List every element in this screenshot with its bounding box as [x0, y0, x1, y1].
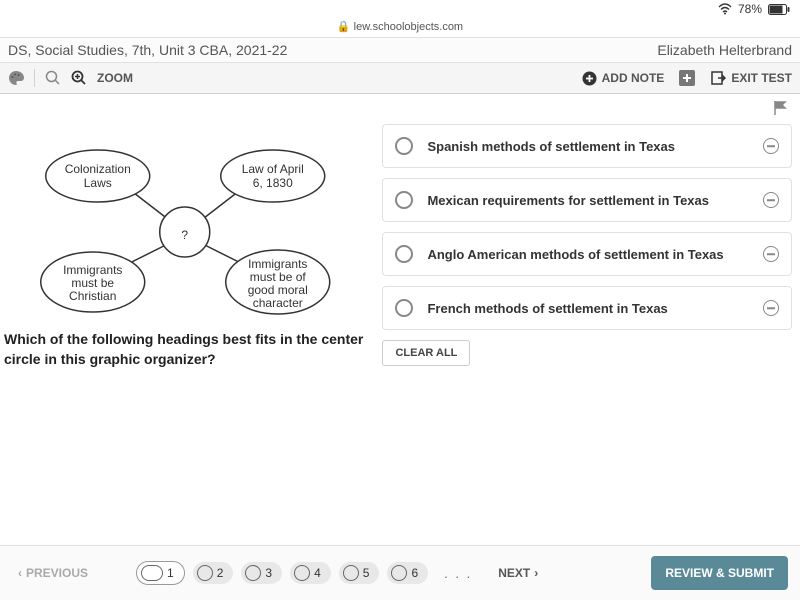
exit-test-button[interactable]: EXIT TEST	[710, 70, 792, 86]
option-label: Anglo American methods of settlement in …	[427, 247, 749, 262]
svg-text:Law of April: Law of April	[242, 162, 304, 176]
flag-row	[0, 94, 800, 116]
note-add-icon[interactable]	[678, 69, 696, 87]
plus-circle-icon	[582, 71, 597, 86]
svg-text:character: character	[253, 296, 303, 310]
svg-text:6, 1830: 6, 1830	[253, 176, 293, 190]
chevron-left-icon: ‹	[18, 566, 22, 580]
radio-icon[interactable]	[395, 137, 413, 155]
page-2[interactable]: 2	[193, 562, 234, 584]
strike-icon[interactable]	[763, 192, 779, 208]
add-note-label: ADD NOTE	[602, 71, 665, 85]
exit-icon	[710, 70, 726, 86]
flag-icon[interactable]	[772, 94, 796, 116]
toolbar: ZOOM ADD NOTE EXIT TEST	[0, 62, 800, 94]
zoom-out-icon[interactable]	[45, 70, 61, 86]
previous-button[interactable]: ‹ PREVIOUS	[12, 562, 94, 584]
question-pane: Colonization Laws Law of April 6, 1830 I…	[4, 124, 366, 545]
add-note-button[interactable]: ADD NOTE	[582, 71, 665, 86]
option-label: Spanish methods of settlement in Texas	[427, 139, 749, 154]
option-c[interactable]: Anglo American methods of settlement in …	[382, 232, 792, 276]
next-label: NEXT	[498, 566, 530, 580]
page-1[interactable]: 1	[136, 561, 185, 585]
exit-label: EXIT TEST	[731, 71, 792, 85]
svg-text:?: ?	[181, 228, 188, 242]
svg-text:Immigrants: Immigrants	[248, 257, 307, 271]
review-submit-button[interactable]: REVIEW & SUBMIT	[651, 556, 788, 590]
svg-text:must be: must be	[71, 276, 114, 290]
page-numbers: 1 2 3 4 5 6 . . .	[136, 561, 480, 585]
svg-text:Immigrants: Immigrants	[63, 263, 122, 277]
url-bar: 🔒 lew.schoolobjects.com	[0, 18, 800, 38]
lock-icon: 🔒	[337, 20, 351, 33]
battery-level: 78%	[738, 2, 762, 16]
page-5[interactable]: 5	[339, 562, 380, 584]
divider	[34, 69, 35, 87]
radio-icon[interactable]	[395, 245, 413, 263]
svg-text:must be of: must be of	[250, 270, 307, 284]
option-d[interactable]: French methods of settlement in Texas	[382, 286, 792, 330]
battery-icon	[768, 4, 790, 15]
concept-diagram: Colonization Laws Law of April 6, 1830 I…	[4, 124, 366, 324]
option-label: Mexican requirements for settlement in T…	[427, 193, 749, 208]
options-pane: Spanish methods of settlement in Texas M…	[382, 124, 792, 545]
radio-icon[interactable]	[395, 191, 413, 209]
footer: ‹ PREVIOUS 1 2 3 4 5 6 . . . NEXT › REVI…	[0, 545, 800, 600]
content: Colonization Laws Law of April 6, 1830 I…	[0, 116, 800, 545]
user-name: Elizabeth Helterbrand	[657, 42, 792, 58]
zoom-label: ZOOM	[97, 71, 133, 85]
page-4[interactable]: 4	[290, 562, 331, 584]
radio-icon[interactable]	[395, 299, 413, 317]
previous-label: PREVIOUS	[26, 566, 88, 580]
option-a[interactable]: Spanish methods of settlement in Texas	[382, 124, 792, 168]
svg-text:Christian: Christian	[69, 289, 116, 303]
zoom-in-icon[interactable]	[71, 70, 87, 86]
next-button[interactable]: NEXT ›	[492, 562, 544, 584]
ellipsis: . . .	[444, 566, 472, 581]
option-label: French methods of settlement in Texas	[427, 301, 749, 316]
svg-text:Colonization: Colonization	[65, 162, 131, 176]
palette-icon[interactable]	[8, 70, 24, 86]
chevron-right-icon: ›	[534, 566, 538, 580]
strike-icon[interactable]	[763, 246, 779, 262]
option-b[interactable]: Mexican requirements for settlement in T…	[382, 178, 792, 222]
svg-text:Laws: Laws	[84, 176, 112, 190]
strike-icon[interactable]	[763, 138, 779, 154]
header: DS, Social Studies, 7th, Unit 3 CBA, 202…	[0, 38, 800, 62]
page-6[interactable]: 6	[387, 562, 428, 584]
strike-icon[interactable]	[763, 300, 779, 316]
question-text: Which of the following headings best fit…	[4, 330, 366, 369]
svg-text:good moral: good moral	[248, 283, 308, 297]
page-3[interactable]: 3	[241, 562, 282, 584]
wifi-icon	[718, 3, 732, 15]
clear-all-button[interactable]: CLEAR ALL	[382, 340, 470, 366]
page-title: DS, Social Studies, 7th, Unit 3 CBA, 202…	[8, 42, 287, 58]
status-bar: 78%	[0, 0, 800, 18]
url-text: lew.schoolobjects.com	[354, 21, 463, 33]
